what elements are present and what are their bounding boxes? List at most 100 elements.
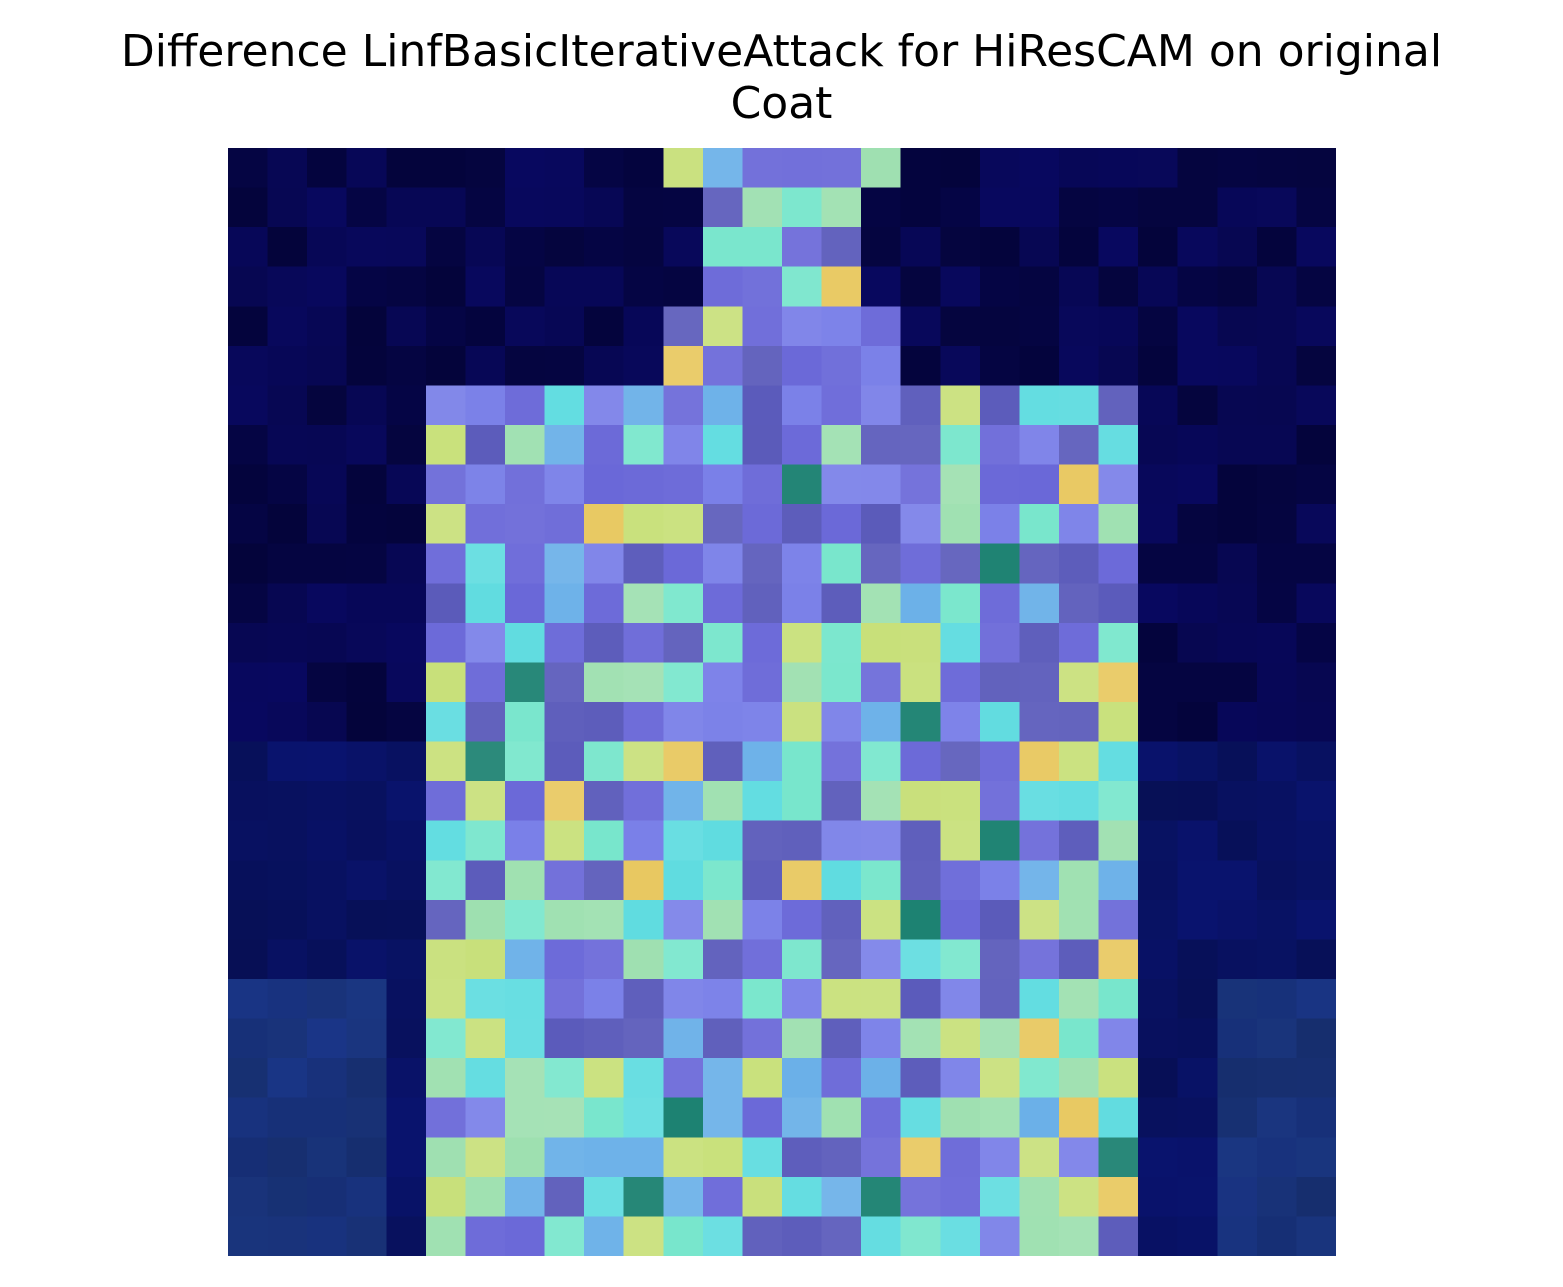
heatmap-cell — [821, 622, 862, 664]
heatmap-cell — [425, 425, 467, 466]
heatmap-cell — [663, 425, 704, 466]
heatmap-cell — [821, 1137, 862, 1178]
heatmap-cell — [346, 148, 387, 189]
heatmap-cell — [821, 781, 862, 822]
heatmap-cell — [1098, 1137, 1139, 1178]
heatmap-cell — [979, 345, 1021, 387]
heatmap-cell — [782, 1176, 823, 1218]
heatmap-cell — [1177, 345, 1218, 387]
heatmap-cell — [1256, 702, 1298, 743]
heatmap-cell — [1256, 939, 1298, 980]
heatmap-cell — [663, 227, 704, 268]
heatmap-cell — [584, 1216, 625, 1256]
heatmap-cell — [940, 1176, 981, 1218]
heatmap-cell — [940, 266, 981, 307]
heatmap-cell — [465, 702, 506, 743]
heatmap-cell — [1138, 1018, 1179, 1059]
heatmap-cell — [821, 741, 862, 782]
heatmap-cell — [1138, 385, 1179, 426]
heatmap-cell — [386, 939, 427, 980]
heatmap-cell — [782, 385, 823, 426]
heatmap-cell — [861, 187, 902, 228]
heatmap-cell — [307, 860, 348, 901]
heatmap-cell — [979, 820, 1021, 861]
heatmap-cell — [1256, 425, 1298, 466]
heatmap-cell — [307, 1137, 348, 1178]
heatmap-cell — [1256, 583, 1298, 624]
heatmap-cell — [307, 385, 348, 426]
heatmap-cell — [544, 464, 585, 505]
heatmap-cell — [623, 622, 664, 664]
heatmap-cell — [702, 504, 744, 545]
heatmap-cell — [307, 820, 348, 861]
heatmap-cell — [979, 1216, 1021, 1256]
heatmap-cell — [386, 1097, 427, 1138]
heatmap-cell — [940, 148, 981, 189]
heatmap-cell — [267, 662, 308, 703]
heatmap-cell — [1256, 979, 1298, 1020]
heatmap-cell — [821, 543, 862, 584]
heatmap-cell — [663, 543, 704, 584]
heatmap-cell — [1217, 860, 1258, 901]
heatmap-cell — [702, 622, 744, 664]
heatmap-cell — [544, 1176, 585, 1218]
heatmap-cell — [782, 820, 823, 861]
heatmap-cell — [425, 187, 467, 228]
heatmap-cell — [228, 425, 269, 466]
heatmap-cell — [465, 583, 506, 624]
heatmap-cell — [742, 820, 783, 861]
heatmap-cell — [702, 860, 744, 901]
heatmap-cell — [940, 306, 981, 347]
heatmap-cell — [307, 781, 348, 822]
heatmap-cell — [425, 543, 467, 584]
heatmap-cell — [465, 227, 506, 268]
heatmap-cell — [663, 345, 704, 387]
heatmap-cell — [900, 820, 941, 861]
heatmap-cell — [1256, 1137, 1298, 1178]
heatmap-cell — [228, 741, 269, 782]
heatmap-cell — [663, 187, 704, 228]
heatmap-cell — [1177, 820, 1218, 861]
heatmap-cell — [1296, 1216, 1336, 1256]
heatmap-cell — [346, 385, 387, 426]
heatmap-cell — [346, 820, 387, 861]
heatmap-cell — [505, 860, 546, 901]
heatmap-cell — [663, 622, 704, 664]
heatmap-cell — [346, 543, 387, 584]
heatmap-cell — [346, 187, 387, 228]
heatmap-cell — [544, 1018, 585, 1059]
heatmap-cell — [267, 1216, 308, 1256]
heatmap-cell — [1098, 306, 1139, 347]
heatmap-cell — [702, 266, 744, 307]
heatmap-cell — [307, 504, 348, 545]
heatmap-cell — [584, 1058, 625, 1099]
heatmap-cell — [425, 266, 467, 307]
heatmap-cell — [1256, 781, 1298, 822]
heatmap-cell — [1177, 939, 1218, 980]
heatmap-cell — [228, 662, 269, 703]
heatmap-cell — [782, 543, 823, 584]
heatmap-cell — [386, 979, 427, 1020]
heatmap-cell — [505, 345, 546, 387]
heatmap-cell — [900, 741, 941, 782]
heatmap-cell — [1256, 860, 1298, 901]
heatmap-cell — [346, 227, 387, 268]
heatmap-cell — [267, 702, 308, 743]
heatmap-cell — [386, 1137, 427, 1178]
heatmap-cell — [623, 662, 664, 703]
heatmap-cell — [782, 662, 823, 703]
heatmap-cell — [979, 939, 1021, 980]
heatmap-cell — [544, 662, 585, 703]
heatmap-cell — [505, 583, 546, 624]
heatmap-cell — [663, 1097, 704, 1138]
heatmap-cell — [386, 464, 427, 505]
heatmap-cell — [940, 1018, 981, 1059]
heatmap-cell — [1296, 504, 1336, 545]
heatmap-cell — [1098, 1097, 1139, 1138]
heatmap-cell — [821, 662, 862, 703]
heatmap-cell — [1296, 939, 1336, 980]
heatmap-cell — [228, 1058, 269, 1099]
heatmap-cell — [544, 187, 585, 228]
heatmap-cell — [505, 939, 546, 980]
heatmap-cell — [979, 306, 1021, 347]
